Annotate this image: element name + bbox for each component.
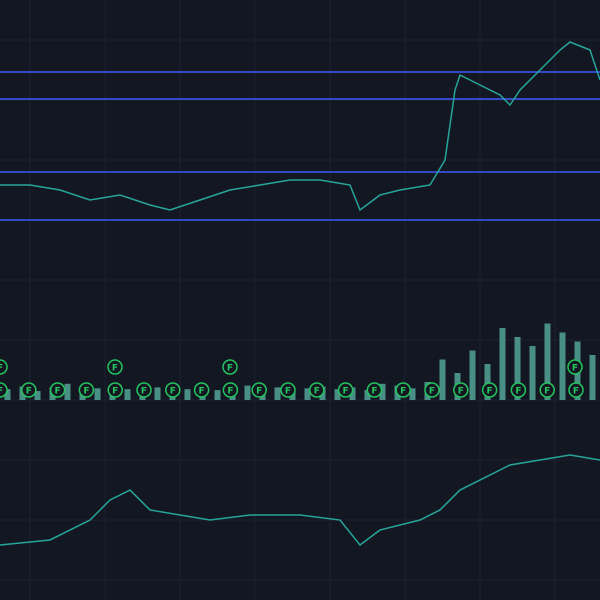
volume-bar [34, 391, 41, 400]
volume-bar [559, 332, 566, 400]
volume-bar [499, 328, 506, 400]
marker-label: F [343, 387, 349, 397]
marker-label: F [285, 387, 291, 397]
marker-label: F [83, 387, 89, 397]
volume-bar [589, 355, 596, 400]
marker [251, 382, 267, 398]
price-line [0, 454, 600, 547]
volume-bar [244, 385, 251, 400]
marker-label: F [544, 387, 550, 397]
volume-bar [349, 387, 356, 400]
marker [481, 382, 498, 398]
marker-label: F [458, 387, 464, 397]
marker [222, 382, 239, 398]
marker [107, 382, 123, 398]
volume-bar [4, 389, 11, 400]
volume-bar [514, 337, 521, 400]
price-line [0, 41, 600, 212]
marker-label: F [0, 364, 3, 374]
marker [193, 382, 210, 398]
marker [165, 382, 181, 398]
marker-label: F [112, 364, 118, 374]
marker-label: F [227, 364, 233, 374]
marker-label: F [515, 387, 521, 397]
marker [510, 382, 527, 398]
marker [539, 382, 555, 398]
marker [21, 382, 37, 398]
marker-label: F [256, 387, 262, 397]
marker [0, 382, 8, 398]
volume-bar [544, 323, 551, 400]
volume-bar [304, 388, 311, 400]
marker-label: F [55, 387, 61, 397]
marker [337, 382, 354, 398]
marker [424, 382, 440, 398]
volume-bar [484, 364, 491, 400]
volume-bar [364, 390, 371, 400]
marker-label: F [429, 387, 435, 397]
volume-bar [94, 388, 101, 400]
volume-bar [409, 388, 416, 400]
marker-label: F [371, 387, 377, 397]
marker [567, 359, 583, 375]
marker [568, 382, 584, 398]
volume-bar [124, 389, 131, 400]
volume-bar [469, 350, 476, 400]
marker [366, 382, 383, 398]
marker-label: F [572, 364, 578, 374]
marker-label: F [170, 387, 176, 397]
volume-bar [154, 387, 161, 400]
volume-bar [439, 359, 446, 400]
marker-label: F [199, 387, 205, 397]
marker [222, 359, 238, 375]
marker-label: F [227, 387, 233, 397]
marker-label: F [112, 387, 118, 397]
marker [136, 382, 152, 398]
volume-bar [64, 383, 71, 400]
marker-label: F [487, 387, 493, 397]
marker [453, 382, 469, 398]
marker [49, 382, 66, 398]
marker-label: F [26, 387, 32, 397]
volume-bar [184, 389, 191, 400]
volume-bar [379, 383, 386, 400]
marker [78, 382, 95, 398]
volume-bar [214, 390, 221, 400]
marker [309, 382, 325, 398]
marker [280, 382, 296, 398]
marker-label: F [400, 387, 406, 397]
volume-bar [529, 346, 536, 400]
marker [395, 382, 411, 398]
volume-bar [334, 389, 341, 400]
marker-label: F [573, 387, 579, 397]
marker [0, 359, 8, 375]
marker [107, 359, 123, 375]
marker-label: F [314, 387, 320, 397]
marker-label: F [0, 387, 3, 397]
marker-label: F [141, 387, 147, 397]
volume-bar [274, 387, 281, 400]
